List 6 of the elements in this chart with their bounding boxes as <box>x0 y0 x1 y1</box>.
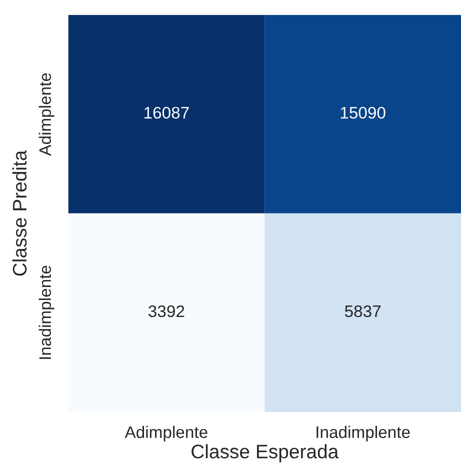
data-label: 16087 <box>144 106 189 119</box>
data-label: 3392 <box>148 305 184 318</box>
data-label: 15090 <box>340 106 386 119</box>
data-label: 5837 <box>344 305 381 318</box>
x-axis-title: Classe Esperada <box>192 444 339 462</box>
y-axis-title: Classe Predita <box>12 150 27 276</box>
